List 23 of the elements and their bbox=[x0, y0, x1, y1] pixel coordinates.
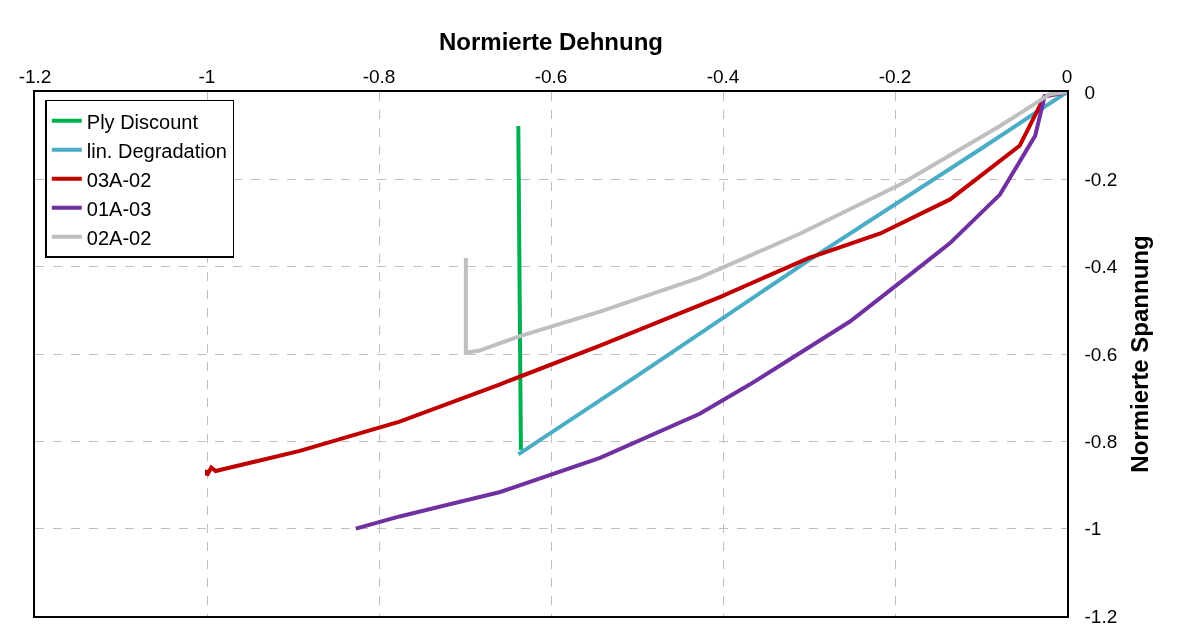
x-tick-label: -0.8 bbox=[362, 65, 396, 87]
line-series bbox=[353, 92, 1067, 531]
y-axis-title: Normierte Spannung bbox=[1125, 235, 1153, 473]
y-tick-label: 0 bbox=[1084, 81, 1096, 103]
x-tick-label: -0.2 bbox=[878, 65, 912, 87]
x-tick-label: -0.6 bbox=[534, 65, 568, 87]
y-tick-label: -1 bbox=[1084, 518, 1102, 540]
x-tick-label: 0 bbox=[1061, 65, 1073, 87]
y-tick-label: -0.4 bbox=[1084, 256, 1118, 278]
y-tick-label: -0.6 bbox=[1084, 343, 1118, 365]
x-axis-title: Normierte Dehnung bbox=[438, 28, 664, 56]
x-tick-label: -1.2 bbox=[18, 65, 52, 87]
x-tick-label: -0.4 bbox=[706, 65, 740, 87]
legend-label: 02A-02 bbox=[86, 226, 152, 249]
legend-label: 03A-02 bbox=[86, 168, 152, 191]
legend-label: 01A-03 bbox=[86, 197, 152, 220]
y-tick-label: -1.2 bbox=[1084, 605, 1118, 627]
x-tick-label: -1 bbox=[198, 65, 216, 87]
line-series bbox=[516, 92, 1067, 457]
y-tick-label: -0.8 bbox=[1084, 430, 1118, 452]
y-tick-label: -0.2 bbox=[1084, 168, 1118, 190]
legend-label: lin. Degradation bbox=[86, 139, 227, 162]
legend-label: Ply Discount bbox=[86, 110, 199, 133]
